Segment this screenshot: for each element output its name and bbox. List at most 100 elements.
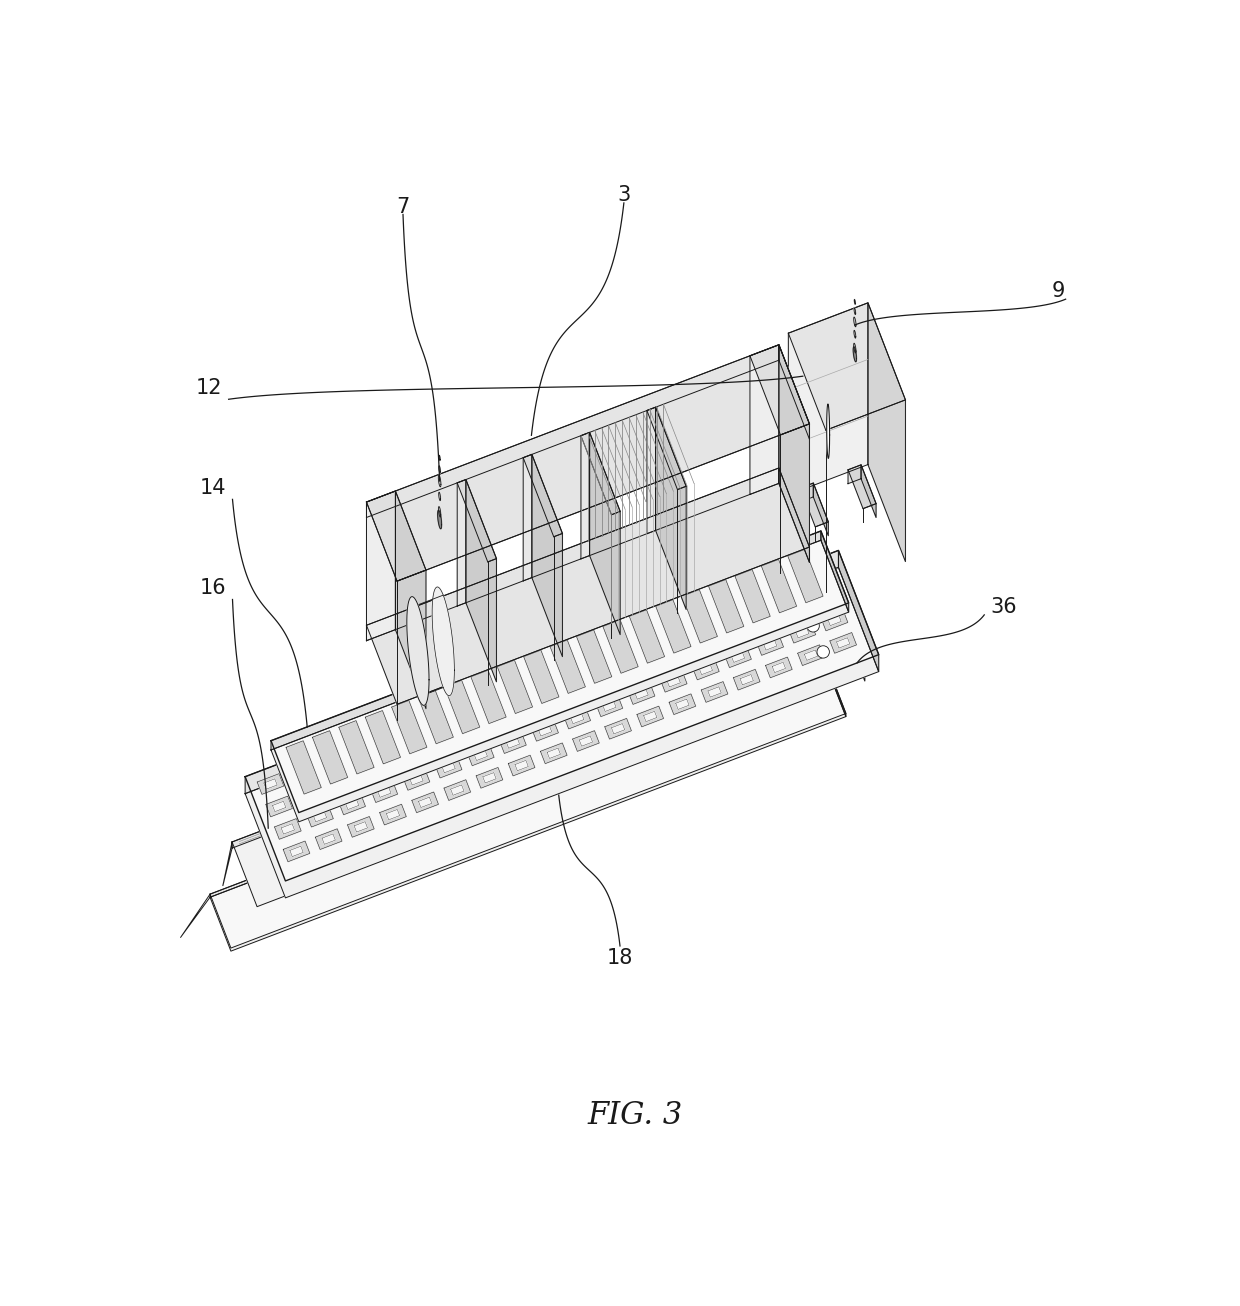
Polygon shape <box>337 777 350 788</box>
Polygon shape <box>702 682 728 703</box>
Polygon shape <box>787 550 823 602</box>
Polygon shape <box>837 637 849 648</box>
Polygon shape <box>441 763 455 773</box>
Polygon shape <box>596 696 622 717</box>
Polygon shape <box>787 605 800 615</box>
Text: 7: 7 <box>397 197 409 217</box>
Polygon shape <box>392 730 405 741</box>
Text: FIG. 3: FIG. 3 <box>588 1100 683 1131</box>
Polygon shape <box>290 846 303 857</box>
Polygon shape <box>682 590 718 643</box>
Polygon shape <box>312 731 347 784</box>
Polygon shape <box>418 691 454 743</box>
Polygon shape <box>821 532 848 613</box>
Polygon shape <box>585 656 599 666</box>
Polygon shape <box>433 741 446 751</box>
Polygon shape <box>589 432 620 635</box>
Polygon shape <box>740 674 754 684</box>
Polygon shape <box>508 755 534 776</box>
Polygon shape <box>467 744 494 765</box>
Polygon shape <box>580 432 589 559</box>
Polygon shape <box>853 343 856 353</box>
Polygon shape <box>732 652 745 662</box>
Text: 18: 18 <box>606 948 634 968</box>
Polygon shape <box>444 780 471 801</box>
Polygon shape <box>684 637 711 657</box>
Polygon shape <box>861 465 875 517</box>
Polygon shape <box>821 610 848 631</box>
Polygon shape <box>708 687 722 697</box>
Polygon shape <box>274 819 301 840</box>
Polygon shape <box>750 345 810 435</box>
Polygon shape <box>577 629 611 683</box>
Polygon shape <box>523 454 563 537</box>
Polygon shape <box>306 806 334 827</box>
Polygon shape <box>825 660 846 717</box>
Polygon shape <box>626 666 640 677</box>
Polygon shape <box>223 842 232 885</box>
Polygon shape <box>489 693 502 704</box>
Polygon shape <box>371 782 398 802</box>
Polygon shape <box>670 693 696 714</box>
Polygon shape <box>456 705 470 716</box>
Polygon shape <box>804 565 831 586</box>
Polygon shape <box>714 607 728 618</box>
Polygon shape <box>265 797 293 816</box>
Polygon shape <box>367 491 396 641</box>
Polygon shape <box>500 733 526 754</box>
Polygon shape <box>564 708 590 729</box>
Polygon shape <box>387 810 399 820</box>
Polygon shape <box>797 645 825 666</box>
Polygon shape <box>450 785 464 795</box>
Polygon shape <box>764 640 776 650</box>
Polygon shape <box>693 660 719 680</box>
Polygon shape <box>523 697 549 718</box>
Polygon shape <box>652 649 678 670</box>
Polygon shape <box>497 716 511 726</box>
Polygon shape <box>439 475 441 487</box>
Polygon shape <box>409 774 423 785</box>
Polygon shape <box>630 610 665 663</box>
Polygon shape <box>667 677 681 687</box>
Polygon shape <box>715 624 743 645</box>
Polygon shape <box>650 632 663 643</box>
Polygon shape <box>264 778 277 789</box>
Polygon shape <box>330 772 357 793</box>
Polygon shape <box>761 559 796 613</box>
Polygon shape <box>367 491 427 581</box>
Polygon shape <box>367 345 810 581</box>
Polygon shape <box>339 794 366 815</box>
Polygon shape <box>691 641 704 652</box>
Polygon shape <box>459 722 485 743</box>
Polygon shape <box>647 407 686 490</box>
Polygon shape <box>708 580 744 633</box>
Polygon shape <box>800 483 828 526</box>
Polygon shape <box>379 804 407 825</box>
Polygon shape <box>272 532 821 750</box>
Polygon shape <box>779 345 810 563</box>
Polygon shape <box>605 718 631 739</box>
Polygon shape <box>573 730 599 751</box>
Polygon shape <box>272 541 848 821</box>
Polygon shape <box>355 821 367 832</box>
Polygon shape <box>553 669 567 679</box>
Polygon shape <box>755 618 768 628</box>
Polygon shape <box>748 613 775 633</box>
Polygon shape <box>367 468 810 704</box>
Polygon shape <box>676 614 702 635</box>
Polygon shape <box>523 650 559 704</box>
Polygon shape <box>854 330 856 338</box>
Polygon shape <box>828 615 841 626</box>
Polygon shape <box>839 610 864 680</box>
Polygon shape <box>629 684 655 704</box>
Polygon shape <box>853 317 856 326</box>
Polygon shape <box>724 646 751 667</box>
Polygon shape <box>497 661 532 713</box>
Polygon shape <box>541 743 567 764</box>
Polygon shape <box>466 479 496 682</box>
Polygon shape <box>789 303 868 495</box>
Polygon shape <box>756 635 784 656</box>
Polygon shape <box>439 507 440 517</box>
Polygon shape <box>800 483 813 502</box>
Polygon shape <box>707 602 734 623</box>
